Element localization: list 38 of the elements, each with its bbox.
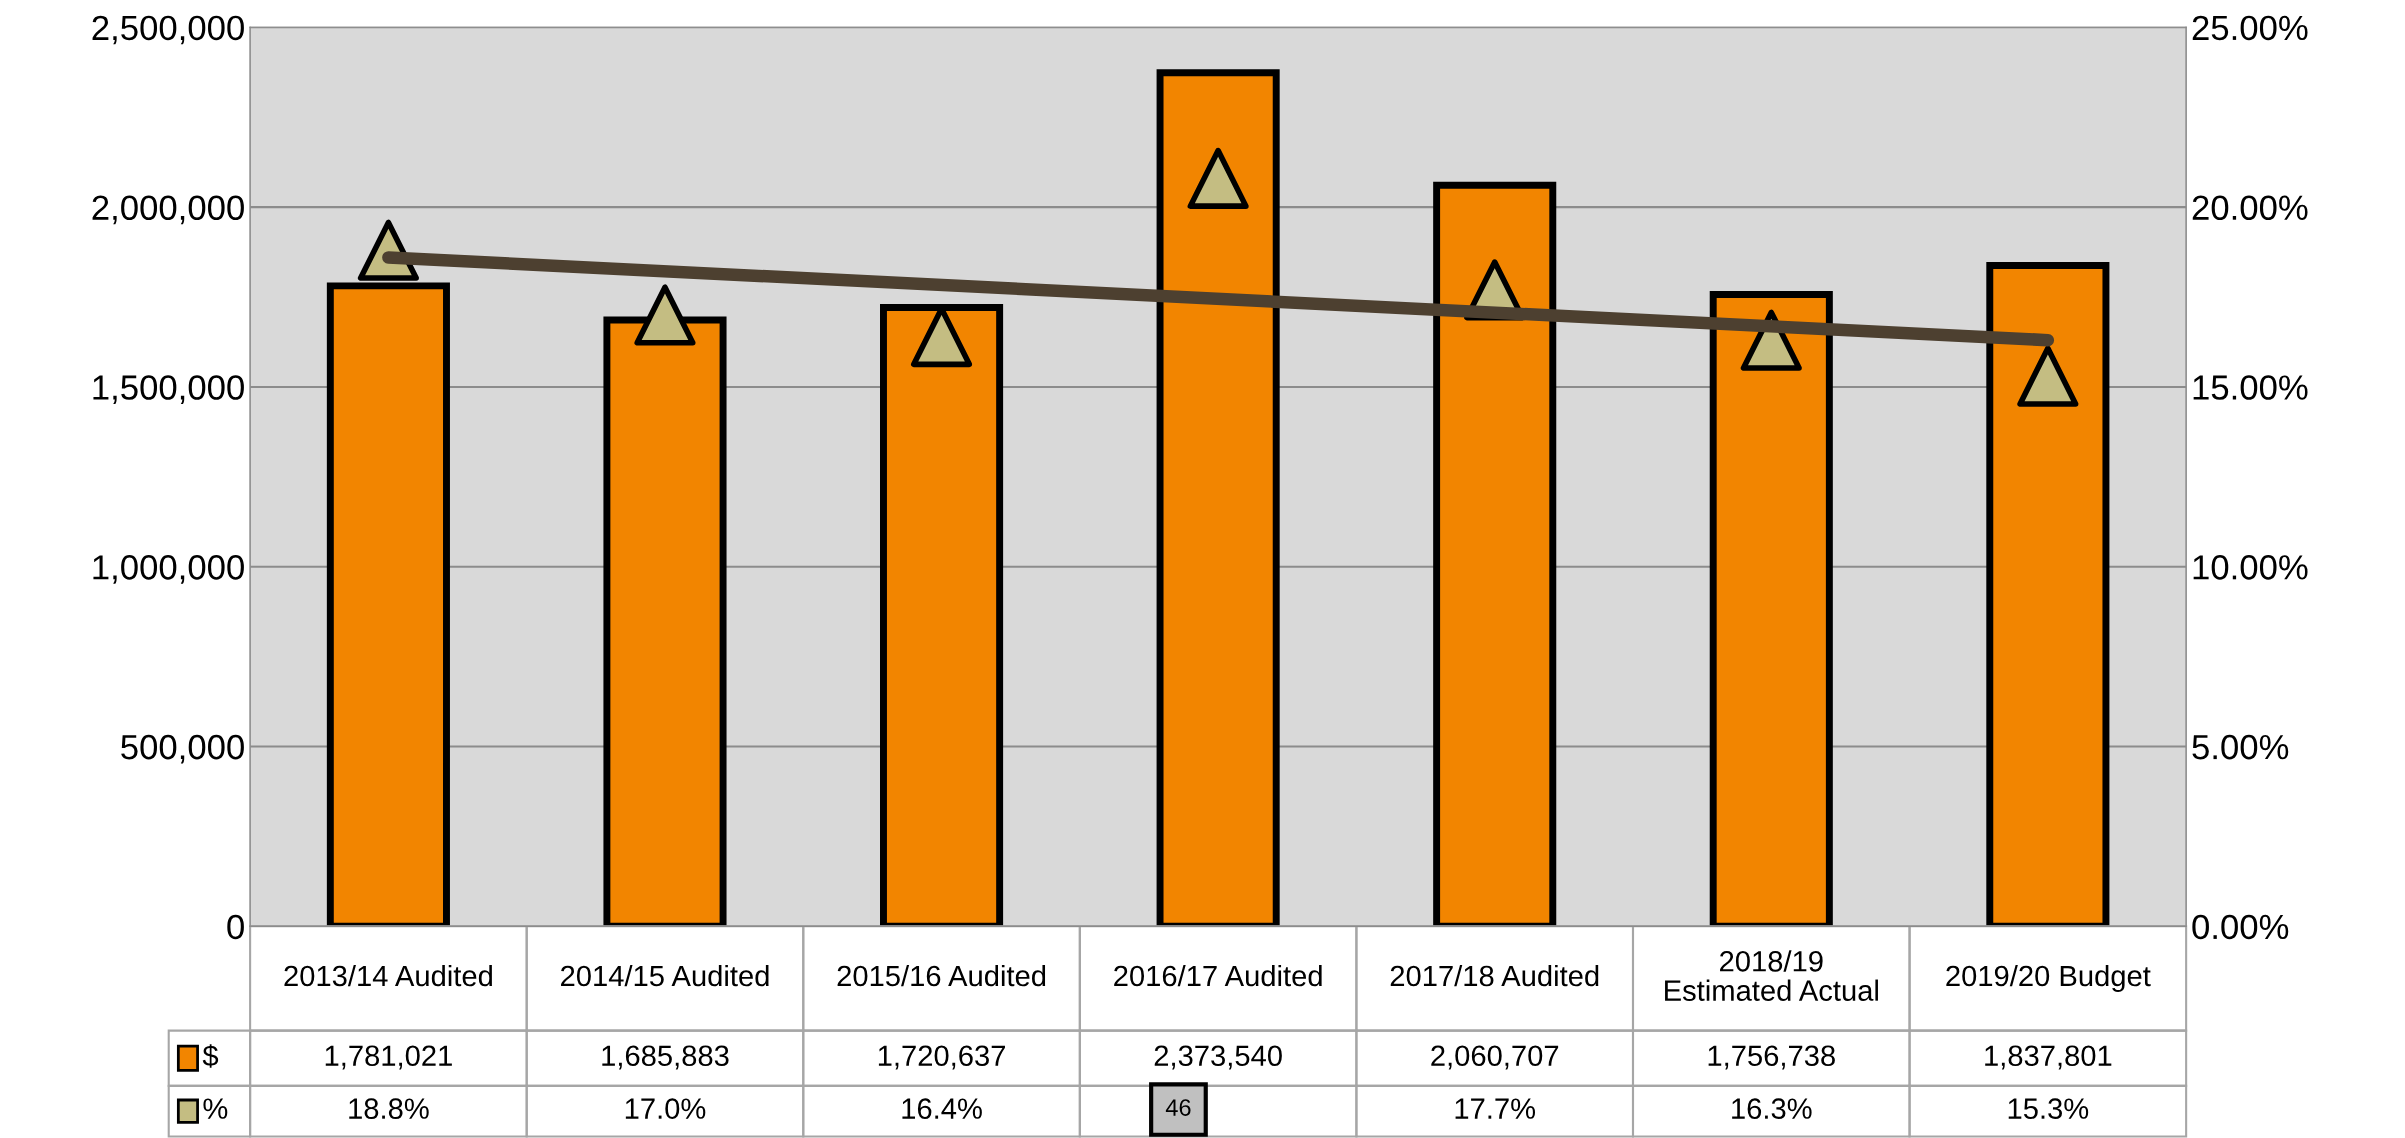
y-tick-label: 2,500,000 (92, 15, 244, 45)
point (1187, 147, 1249, 209)
x-tick-label: 2015/16 Audited (837, 964, 1046, 987)
data-label: 2,060,707 (1431, 1045, 1559, 1070)
x-tick-label: 2016/17 Audited (1114, 964, 1322, 987)
text: 46 (1165, 1099, 1191, 1116)
data-label: 18.8% (349, 1098, 429, 1119)
data-label: 1,781,021 (325, 1045, 452, 1070)
data-label: 1,756,738 (1708, 1045, 1835, 1070)
data-label: 2,373,540 (1154, 1045, 1282, 1070)
y-tick-label: 0 (227, 914, 244, 940)
data-label: 1,837,801 (1985, 1045, 2112, 1070)
data-label: 16.3% (1732, 1098, 1812, 1119)
data-label: 17.0% (625, 1098, 706, 1119)
legend-label: $ (202, 1044, 219, 1068)
data-label: 16.4% (902, 1098, 982, 1119)
x-tick-label: 2017/18 Audited (1390, 964, 1599, 987)
x-tick-label: 2018/19 Estimated Actual (1665, 950, 1878, 1001)
y2-tick-label: 15.00% (2193, 375, 2308, 400)
y-tick-label: 2,000,000 (92, 195, 244, 225)
y-tick-label: 1,500,000 (93, 375, 244, 404)
y-tick-label: 1,000,000 (93, 555, 244, 584)
x-tick-label: 2014/15 Audited (561, 964, 769, 987)
point (634, 284, 696, 346)
data-label: 1,720,637 (878, 1045, 1005, 1070)
y2-tick-label: 5.00% (2192, 734, 2289, 760)
y-tick-label: 500,000 (121, 734, 244, 764)
data-label: 1,685,883 (602, 1045, 729, 1070)
y2-tick-label: 25.00% (2192, 15, 2308, 41)
y2-tick-label: 10.00% (2193, 555, 2308, 580)
point (2017, 345, 2079, 407)
x-tick-label: 2019/20 Budget (1946, 964, 2151, 993)
data-label: 17.7% (1455, 1098, 1536, 1119)
x-tick-label: 2013/14 Audited (284, 964, 492, 987)
y2-tick-label: 0.00% (2192, 914, 2289, 940)
y2-tick-label: 20.00% (2192, 195, 2308, 221)
legend-label: % (203, 1098, 228, 1119)
data-label: 15.3% (2008, 1098, 2089, 1119)
